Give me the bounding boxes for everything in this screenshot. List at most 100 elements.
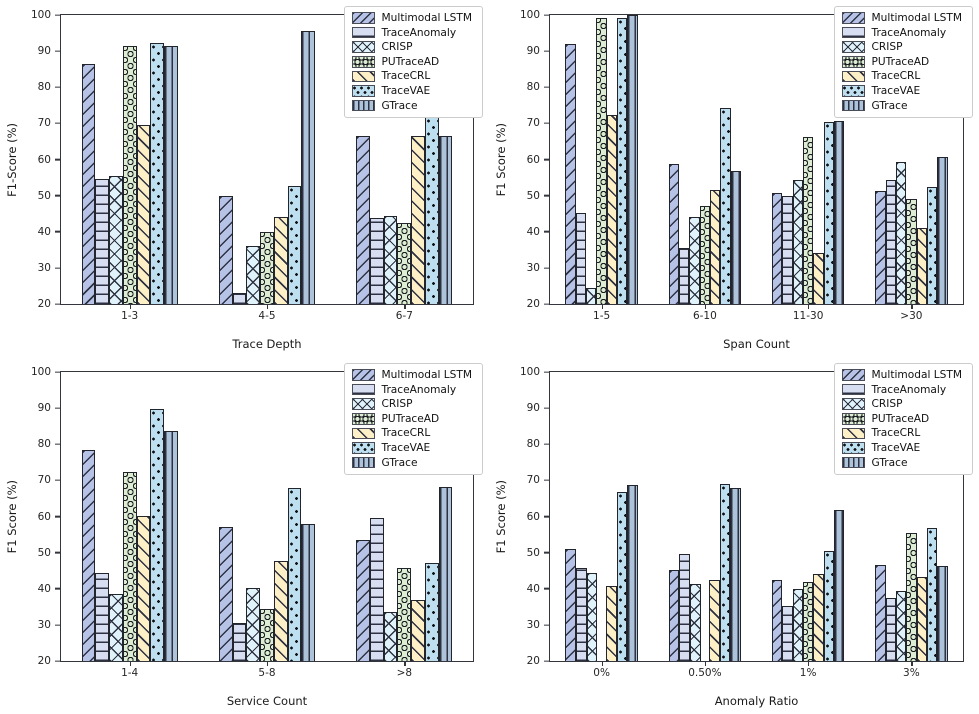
y-tick-label: 20: [37, 655, 51, 667]
y-tick-label: 30: [37, 618, 51, 631]
y-tick-label: 20: [526, 655, 540, 667]
bar-gtrace-6-7: [438, 136, 453, 304]
bar-traceanomaly-0-: [576, 567, 587, 661]
bar-traceanomaly--30: [885, 180, 896, 304]
y-tick-label: 100: [519, 9, 540, 21]
legend-swatch-traceanomaly-icon: [351, 26, 375, 39]
bars: [356, 15, 453, 304]
legend-item-crisp: CRISP: [351, 398, 472, 410]
legend-item-putracead: PUTraceAD: [841, 413, 962, 425]
y-tick-label: 40: [37, 225, 51, 238]
bar-putracead-1-3: [122, 45, 137, 304]
bars: [218, 372, 316, 661]
legend-label: Multimodal LSTM: [871, 12, 962, 24]
x-tick-mark: [601, 661, 603, 666]
legend-item-putracead: PUTraceAD: [841, 56, 962, 68]
legend-label: GTrace: [381, 99, 418, 112]
y-axis-label: F1-Score (%): [5, 122, 19, 197]
bar-multimodal-lstm-0-: [565, 549, 577, 661]
legend-item-tracevae: TraceVAE: [841, 85, 962, 97]
legend-item-multimodal-lstm: Multimodal LSTM: [351, 369, 472, 381]
bars: [668, 15, 742, 304]
bar-multimodal-lstm-3-: [875, 565, 886, 661]
bar-traceanomaly--8: [369, 518, 384, 661]
bar-multimodal-lstm-5-8: [218, 526, 233, 661]
bar-multimodal-lstm-1-5: [565, 43, 576, 304]
bar-gtrace-0-50-: [730, 488, 741, 661]
legend-label: TraceAnomaly: [381, 383, 457, 396]
bar-multimodal-lstm-6-7: [356, 136, 370, 304]
bar-traceanomaly-11-30: [782, 195, 793, 304]
x-tick-label-1-4: 1-4: [61, 661, 198, 679]
legend-item-tracevae: TraceVAE: [351, 441, 472, 454]
legend: Multimodal LSTM TraceAnomaly CRISP PUTraceA…: [833, 6, 973, 118]
x-tick-label-3-: 3%: [860, 661, 963, 679]
bar-group-1-: [757, 372, 860, 661]
y-tick-label: 40: [526, 582, 540, 595]
y-tick-label: 50: [526, 546, 540, 559]
legend-label: GTrace: [871, 456, 908, 469]
x-tick-mark: [911, 661, 913, 666]
bar-putracead-6-10: [699, 206, 711, 304]
bars: [356, 372, 453, 661]
legend-item-tracecrl: TraceCRL: [351, 70, 472, 82]
legend-item-gtrace: GTrace: [841, 456, 962, 469]
x-tick-label--30: >30: [860, 304, 963, 322]
bars-region: [550, 372, 963, 661]
bars: [81, 15, 178, 304]
bar-tracecrl-1-5: [606, 115, 618, 304]
bar-tracevae--8: [424, 563, 439, 661]
legend-item-crisp: CRISP: [841, 398, 962, 410]
legend-label: TraceVAE: [381, 441, 431, 454]
legend-label: TraceCRL: [871, 70, 921, 83]
legend-item-traceanomaly: TraceAnomaly: [841, 384, 962, 396]
y-tick-label: 50: [37, 189, 51, 202]
x-axis-label: Trace Depth: [232, 337, 302, 351]
x-tick-mark: [129, 304, 131, 309]
bar-tracecrl-0-: [605, 585, 617, 661]
legend-label: CRISP: [381, 41, 413, 54]
chart-trace-depth: F1-Score (%) 20 30 40 50 60 70 80 90 100 1-3 4-5 6-…: [0, 0, 489, 357]
bar-tracecrl-1-3: [136, 125, 151, 304]
y-tick-label: 70: [526, 474, 540, 487]
bar-putracead--30: [906, 199, 917, 304]
legend-item-traceanomaly: TraceAnomaly: [351, 26, 472, 39]
bar-gtrace-6-10: [730, 171, 742, 304]
bar-multimodal-lstm-1-3: [81, 63, 96, 304]
y-tick-label: 40: [37, 582, 51, 595]
bar-crisp--30: [895, 162, 907, 304]
bars: [565, 372, 638, 661]
bars-region: [61, 15, 473, 304]
legend-swatch-gtrace-icon: [351, 456, 375, 469]
bar-traceanomaly-1-4: [95, 573, 110, 661]
bar-gtrace-3-: [937, 566, 948, 661]
bars: [771, 15, 845, 304]
bar-tracecrl-4-5: [273, 217, 288, 304]
legend-item-multimodal-lstm: Multimodal LSTM: [351, 12, 472, 24]
bar-putracead--8: [397, 567, 412, 661]
y-tick-label: 100: [30, 366, 51, 378]
bar-gtrace--8: [438, 486, 453, 661]
bar-crisp-6-7: [383, 215, 398, 304]
legend-item-crisp: CRISP: [351, 41, 472, 54]
legend-swatch-putracead-icon: [841, 56, 865, 68]
x-tick-label--8: >8: [336, 661, 473, 679]
y-tick-label: 70: [526, 117, 540, 130]
x-axis-ticks: 0% 0.50% 1% 3%: [550, 661, 963, 679]
legend-label: Multimodal LSTM: [871, 369, 962, 381]
legend-label: Multimodal LSTM: [381, 369, 472, 381]
y-tick-label: 70: [37, 117, 51, 130]
legend-swatch-crisp-icon: [351, 41, 375, 53]
chart-span-count: F1 Score (%) 20 30 40 50 60 70 80 90 100 1-5 6-10 1…: [489, 0, 979, 357]
chart-anomaly-ratio: F1 Score (%) 20 30 40 50 60 70 80 90 100 0% 0.50% 1…: [489, 357, 979, 714]
legend-swatch-tracevae-icon: [841, 442, 865, 454]
y-tick-label: 80: [526, 81, 540, 94]
bar-gtrace-4-5: [301, 31, 316, 304]
y-tick-label: 90: [526, 45, 540, 58]
bar-tracevae-11-30: [823, 122, 834, 304]
bar-group-4-5: [198, 15, 335, 304]
legend-item-gtrace: GTrace: [841, 100, 962, 112]
legend-label: TraceVAE: [871, 441, 921, 454]
legend-item-traceanomaly: TraceAnomaly: [351, 383, 472, 396]
bar-tracecrl-0-50-: [709, 579, 720, 661]
